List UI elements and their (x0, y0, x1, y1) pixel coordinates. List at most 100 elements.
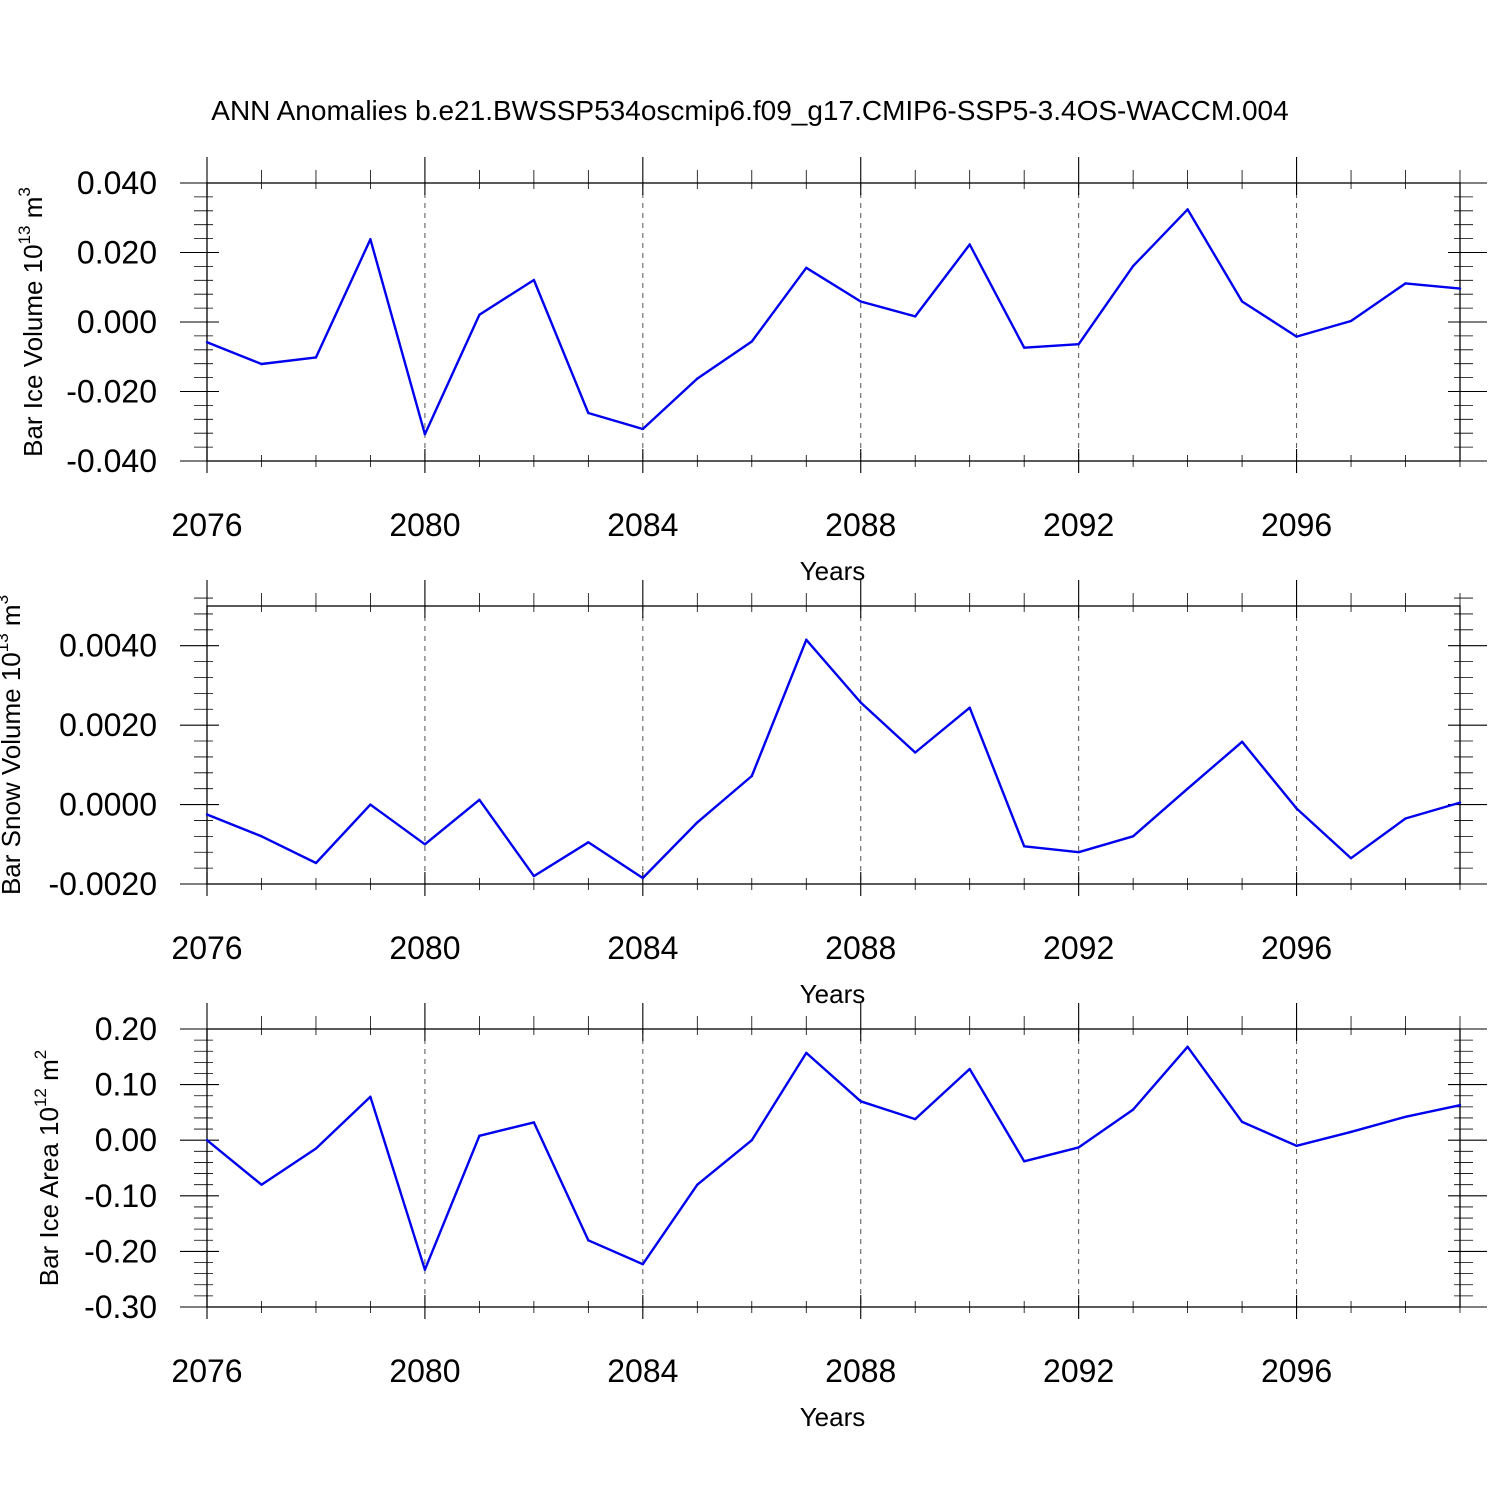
data-point (260, 1183, 263, 1186)
data-point (314, 1147, 318, 1150)
y-tick-label: 0.000 (77, 304, 157, 340)
data-point (532, 278, 536, 282)
series-line (206, 638, 1461, 880)
data-point (1077, 851, 1080, 854)
x-tick-label: 2088 (825, 507, 896, 543)
y-axis-label: Bar Ice Area 1012 m2 (31, 1050, 64, 1287)
data-point (1458, 287, 1462, 290)
data-point (1240, 1120, 1244, 1124)
x-tick-label: 2080 (389, 507, 460, 543)
x-tick-label: 2076 (171, 1353, 242, 1389)
x-tick-label: 2096 (1261, 930, 1332, 966)
data-point (1131, 835, 1135, 838)
x-tick-label: 2080 (389, 1353, 460, 1389)
x-tick-label: 2084 (607, 1353, 678, 1389)
y-tick-label: 0.10 (95, 1067, 157, 1103)
data-point (1186, 787, 1189, 790)
data-point (859, 701, 862, 704)
panels: 2076 2080 2084 2088 2092 2096 Years 0.040 0.020 0… (0, 157, 1487, 1432)
data-point (859, 1100, 862, 1103)
data-point (914, 751, 917, 754)
data-point (260, 835, 263, 838)
data-point (1404, 1115, 1407, 1119)
data-point (750, 774, 753, 778)
data-point (968, 243, 971, 246)
data-point (205, 1139, 209, 1142)
data-point (696, 1183, 699, 1186)
x-axis-label: Years (800, 979, 866, 1009)
y-tick-label: 0.0040 (59, 628, 157, 664)
panel-1: 2076 2080 2084 2088 2092 2096 Years 0.040 0.020 0… (15, 157, 1487, 586)
x-tick-label: 2092 (1043, 507, 1114, 543)
x-tick-label: 2080 (389, 930, 460, 966)
data-point (1295, 1144, 1298, 1147)
data-point (1077, 1146, 1080, 1149)
y-tick-label: 0.20 (95, 1011, 157, 1047)
y-tick-label: 0.0000 (59, 787, 157, 823)
data-point (641, 876, 645, 880)
y-tick-label: -0.10 (84, 1178, 157, 1214)
data-point (805, 638, 808, 641)
data-point (478, 798, 481, 802)
data-point (1349, 1130, 1353, 1134)
y-axis-label: Bar Ice Volume 1013 m3 (15, 187, 48, 457)
chart-title: ANN Anomalies b.e21.BWSSP534oscmip6.f09_… (211, 95, 1288, 126)
series-line (206, 208, 1461, 436)
data-point (1186, 1045, 1189, 1048)
series-line (206, 1045, 1461, 1271)
data-point (1077, 343, 1080, 346)
data-point (1131, 1108, 1135, 1111)
data-point (1022, 346, 1026, 349)
data-point (1240, 300, 1244, 303)
y-tick-label: 0.020 (77, 235, 157, 271)
data-point (1295, 807, 1298, 810)
data-point (805, 1051, 808, 1055)
data-point (750, 340, 753, 343)
x-axis-label: Years (800, 1402, 866, 1432)
data-point (968, 706, 971, 709)
x-axis-label: Years (800, 556, 866, 586)
y-tick-label: -0.0020 (48, 866, 157, 902)
x-tick-label: 2092 (1043, 930, 1114, 966)
data-point (587, 411, 590, 415)
data-point (805, 266, 808, 269)
panel-2: 2076 2080 2084 2088 2092 2096 Years 0.0040 0.002… (0, 580, 1487, 1009)
data-point (641, 1262, 645, 1266)
data-point (1404, 817, 1407, 820)
data-point (423, 433, 427, 436)
data-point (205, 340, 209, 344)
plot-frame (206, 1028, 1461, 1308)
data-point (532, 1121, 536, 1124)
x-tick-label: 2076 (171, 930, 242, 966)
data-point (1295, 335, 1298, 338)
x-tick-label: 2096 (1261, 1353, 1332, 1389)
x-tick-label: 2096 (1261, 507, 1332, 543)
data-point (859, 300, 862, 303)
data-point (423, 843, 427, 846)
y-tick-label: -0.30 (84, 1289, 157, 1325)
data-point (532, 874, 536, 878)
y-tick-label: 0.040 (77, 165, 157, 201)
data-point (205, 813, 209, 816)
data-point (423, 1268, 427, 1271)
y-axis-label: Bar Snow Volume 1013 m3 (0, 595, 26, 895)
data-point (587, 841, 590, 844)
x-tick-label: 2088 (825, 930, 896, 966)
plot-frame (206, 605, 1461, 885)
data-point (1240, 740, 1244, 744)
panel-3: 2076 2080 2084 2088 2092 2096 Years 0.20 0.10 0.0… (31, 1003, 1487, 1432)
data-point (314, 861, 318, 865)
data-point (1022, 1160, 1026, 1163)
data-point (696, 377, 699, 380)
data-point (1022, 845, 1026, 848)
data-point (1404, 282, 1407, 285)
x-tick-label: 2084 (607, 930, 678, 966)
y-tick-label: -0.20 (84, 1233, 157, 1269)
y-tick-label: 0.00 (95, 1122, 157, 1158)
x-tick-label: 2084 (607, 507, 678, 543)
data-point (1131, 264, 1135, 268)
data-point (369, 238, 372, 241)
data-point (914, 1117, 917, 1121)
x-tick-label: 2092 (1043, 1353, 1114, 1389)
